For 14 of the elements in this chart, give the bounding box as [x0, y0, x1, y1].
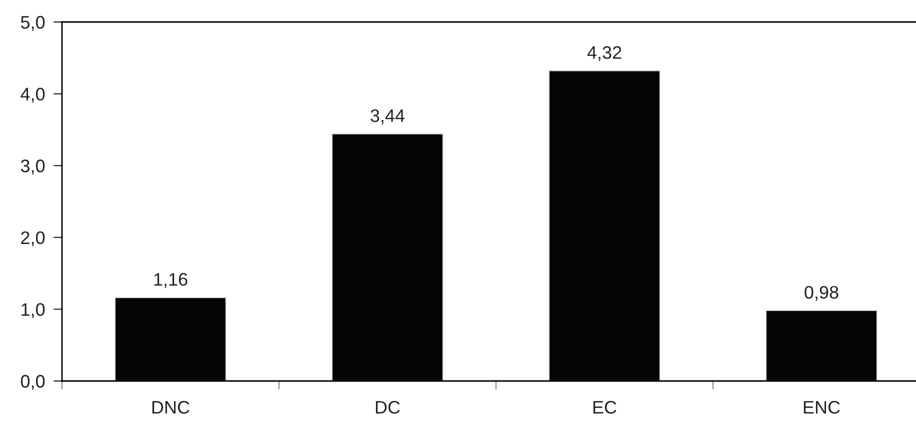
x-tick-label: DNC	[152, 400, 190, 414]
data-label: 3,44	[370, 109, 405, 124]
y-tick-label: 2,0	[21, 231, 45, 246]
y-tick-label: 0,0	[20, 374, 45, 390]
y-tick-label: 3,0	[20, 160, 45, 174]
y-tick-label: 4,0	[20, 88, 45, 103]
x-tick-label: DC	[376, 400, 400, 414]
data-label: 4,32	[587, 46, 622, 62]
y-tick-label: 5,0	[20, 16, 45, 31]
x-tick-label: ENC	[804, 400, 840, 414]
y-tick-label: 1,0	[22, 303, 45, 318]
x-tick-label: EC	[593, 400, 616, 414]
data-label: 0,98	[804, 286, 838, 301]
data-label: 1,16	[154, 273, 188, 288]
